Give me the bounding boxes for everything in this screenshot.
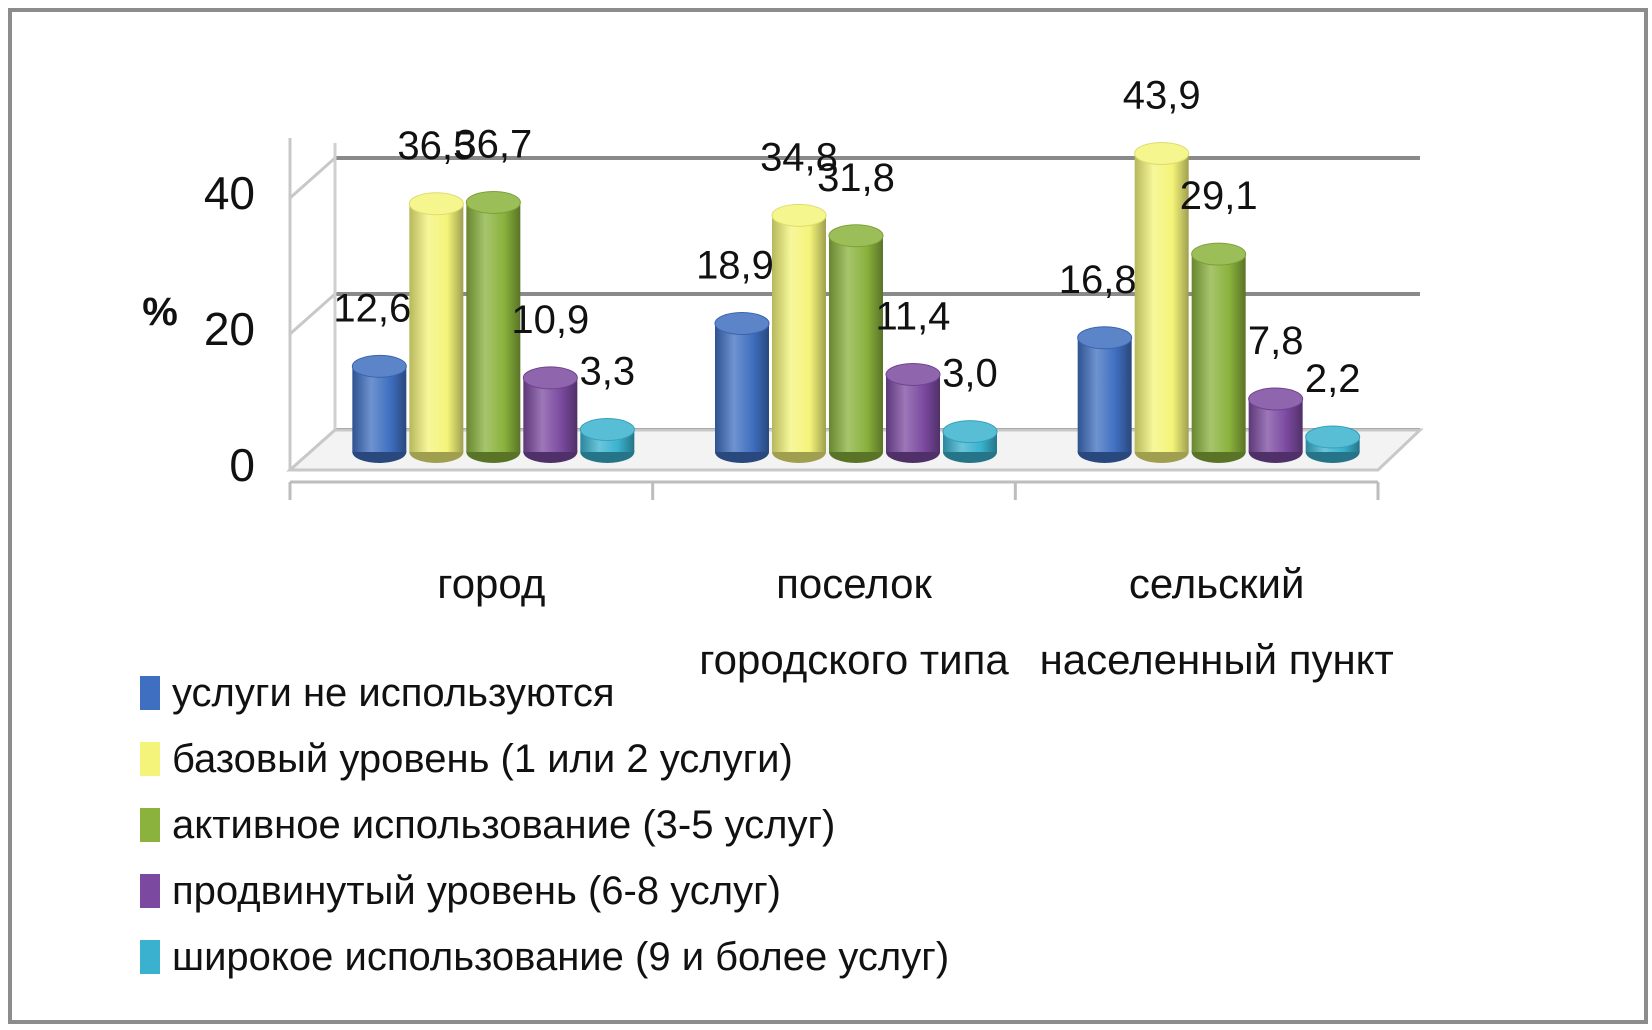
bar xyxy=(466,202,521,452)
bar-top xyxy=(942,420,998,444)
data-label: 34,8 xyxy=(760,135,838,179)
legend-swatch xyxy=(140,676,160,710)
data-label: 36,7 xyxy=(454,122,532,166)
data-label: 36,5 xyxy=(397,124,475,168)
legend-item: услуги не используются xyxy=(140,660,949,726)
bar xyxy=(352,366,407,452)
chart-frame xyxy=(8,8,1648,1024)
legend: услуги не используются базовый уровень (1… xyxy=(140,660,949,990)
legend-swatch xyxy=(140,742,160,776)
data-label: 18,9 xyxy=(696,243,774,287)
bar xyxy=(715,323,769,452)
bar-top xyxy=(465,190,521,214)
data-label: 43,9 xyxy=(1123,73,1201,117)
x-category-label: сельский xyxy=(1129,560,1305,607)
legend-swatch xyxy=(140,940,160,974)
legend-item: активное использование (3-5 услуг) xyxy=(140,792,949,858)
legend-swatch xyxy=(140,874,160,908)
bar-top xyxy=(828,224,884,248)
data-label: 31,8 xyxy=(817,156,895,200)
data-label: 7,8 xyxy=(1248,319,1304,363)
legend-label: широкое использование (9 и более услуг) xyxy=(172,934,950,979)
grid-depth-20 xyxy=(289,292,336,336)
bar xyxy=(886,374,940,452)
x-category-label: город xyxy=(437,560,545,607)
legend-label: продвинутый уровень (6-8 услуг) xyxy=(172,868,782,913)
y-tick-label: 0 xyxy=(229,439,255,491)
bar-top xyxy=(1077,326,1133,350)
bar-top xyxy=(408,192,464,216)
legend-label: базовый уровень (1 или 2 услуги) xyxy=(172,736,793,781)
x-category-label: поселок xyxy=(776,560,932,607)
legend-item: широкое использование (9 и более услуг) xyxy=(140,924,949,990)
bar-top xyxy=(579,418,635,442)
y-tick-label: 20 xyxy=(204,303,255,355)
data-label: 11,4 xyxy=(876,294,951,338)
data-label: 3,0 xyxy=(942,352,998,396)
bar xyxy=(1134,153,1189,453)
data-label: 10,9 xyxy=(511,298,589,342)
legend-item: базовый уровень (1 или 2 услуги) xyxy=(140,726,949,792)
data-label: 3,3 xyxy=(580,350,636,394)
bar xyxy=(1077,337,1132,452)
bar-top xyxy=(771,203,827,227)
x-category-label: населенный пункт xyxy=(1040,636,1394,683)
bar xyxy=(772,215,826,452)
x-category-label: городского типа xyxy=(699,636,1009,683)
bar-top xyxy=(1134,141,1190,165)
bar xyxy=(829,235,883,452)
data-label: 2,2 xyxy=(1305,357,1361,401)
data-label: 12,6 xyxy=(333,286,411,330)
bar-top xyxy=(714,311,770,335)
y-axis-label: % xyxy=(142,290,178,334)
bar xyxy=(523,377,578,452)
bar-top xyxy=(885,362,941,386)
bar xyxy=(1191,254,1246,452)
bar xyxy=(409,203,464,452)
bar-top xyxy=(522,366,578,390)
bar-top xyxy=(351,354,407,378)
data-label: 16,8 xyxy=(1059,258,1137,302)
y-tick-label: 40 xyxy=(204,167,255,219)
legend-item: продвинутый уровень (6-8 услуг) xyxy=(140,858,949,924)
legend-label: активное использование (3-5 услуг) xyxy=(172,802,836,847)
data-label: 29,1 xyxy=(1180,174,1258,218)
grid-depth-40 xyxy=(289,156,336,200)
legend-swatch xyxy=(140,808,160,842)
bar-top xyxy=(1305,425,1361,449)
legend-label: услуги не используются xyxy=(172,670,615,715)
bar-top xyxy=(1248,387,1304,411)
bar-top xyxy=(1191,242,1247,266)
